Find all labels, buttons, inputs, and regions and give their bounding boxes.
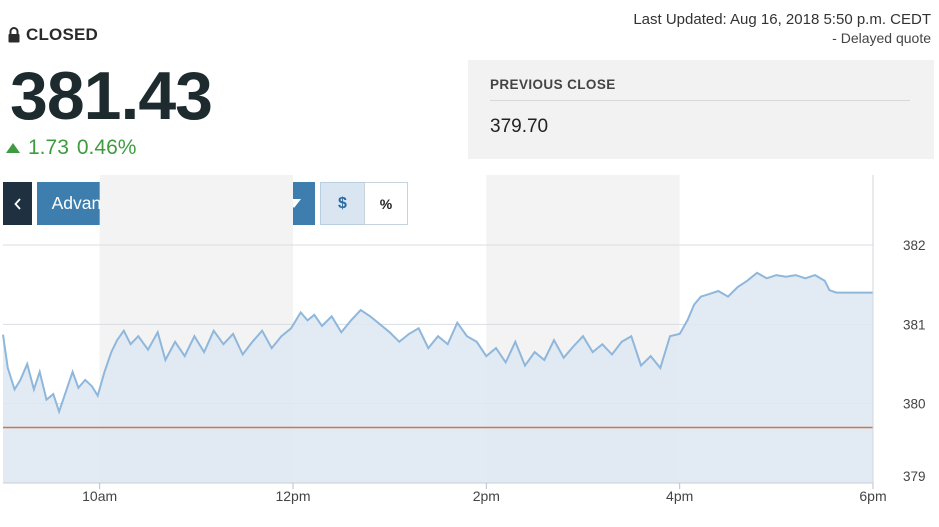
price-area xyxy=(3,272,873,483)
y-tick-label: 382 xyxy=(903,238,926,253)
previous-close-label: PREVIOUS CLOSE xyxy=(490,77,616,92)
previous-close-value: 379.70 xyxy=(490,116,549,137)
market-status: CLOSED xyxy=(8,25,98,45)
divider xyxy=(490,100,910,101)
x-tick-label: 2pm xyxy=(473,488,500,504)
percent-toggle[interactable]: % xyxy=(364,182,408,225)
x-tick-label: 12pm xyxy=(275,488,310,504)
price-chart: 382 381 380 379 10am 12pm 2pm 4pm 6pm xyxy=(2,175,926,504)
current-price: 381.43 xyxy=(10,58,213,134)
delayed-quote-text: - Delayed quote xyxy=(832,30,931,46)
caret-down-icon xyxy=(287,199,301,208)
x-tick-label: 6pm xyxy=(859,488,886,504)
y-tick-label: 381 xyxy=(903,317,926,332)
up-arrow-icon xyxy=(6,143,20,153)
price-line xyxy=(2,271,873,415)
last-updated-text: Last Updated: Aug 16, 2018 5:50 p.m. CED… xyxy=(633,11,931,28)
change-percent: 0.46% xyxy=(76,136,137,159)
previous-close-panel: PREVIOUS CLOSE 379.70 xyxy=(468,60,934,159)
y-tick-label: 380 xyxy=(903,397,926,412)
x-tick-label: 10am xyxy=(82,488,117,504)
chevron-left-icon xyxy=(13,197,21,210)
x-tick-label: 4pm xyxy=(666,488,693,504)
collapse-button[interactable] xyxy=(3,182,32,225)
change-value: 1.73 xyxy=(28,136,69,159)
lock-icon xyxy=(8,27,20,43)
y-tick-label: 379 xyxy=(903,469,926,484)
dollar-toggle[interactable]: $ xyxy=(320,182,365,225)
status-text: CLOSED xyxy=(26,25,99,44)
price-change: 1.73 0.46% xyxy=(6,136,136,160)
last-updated: Last Updated: Aug 16, 2018 5:50 p.m. CED… xyxy=(633,10,931,48)
